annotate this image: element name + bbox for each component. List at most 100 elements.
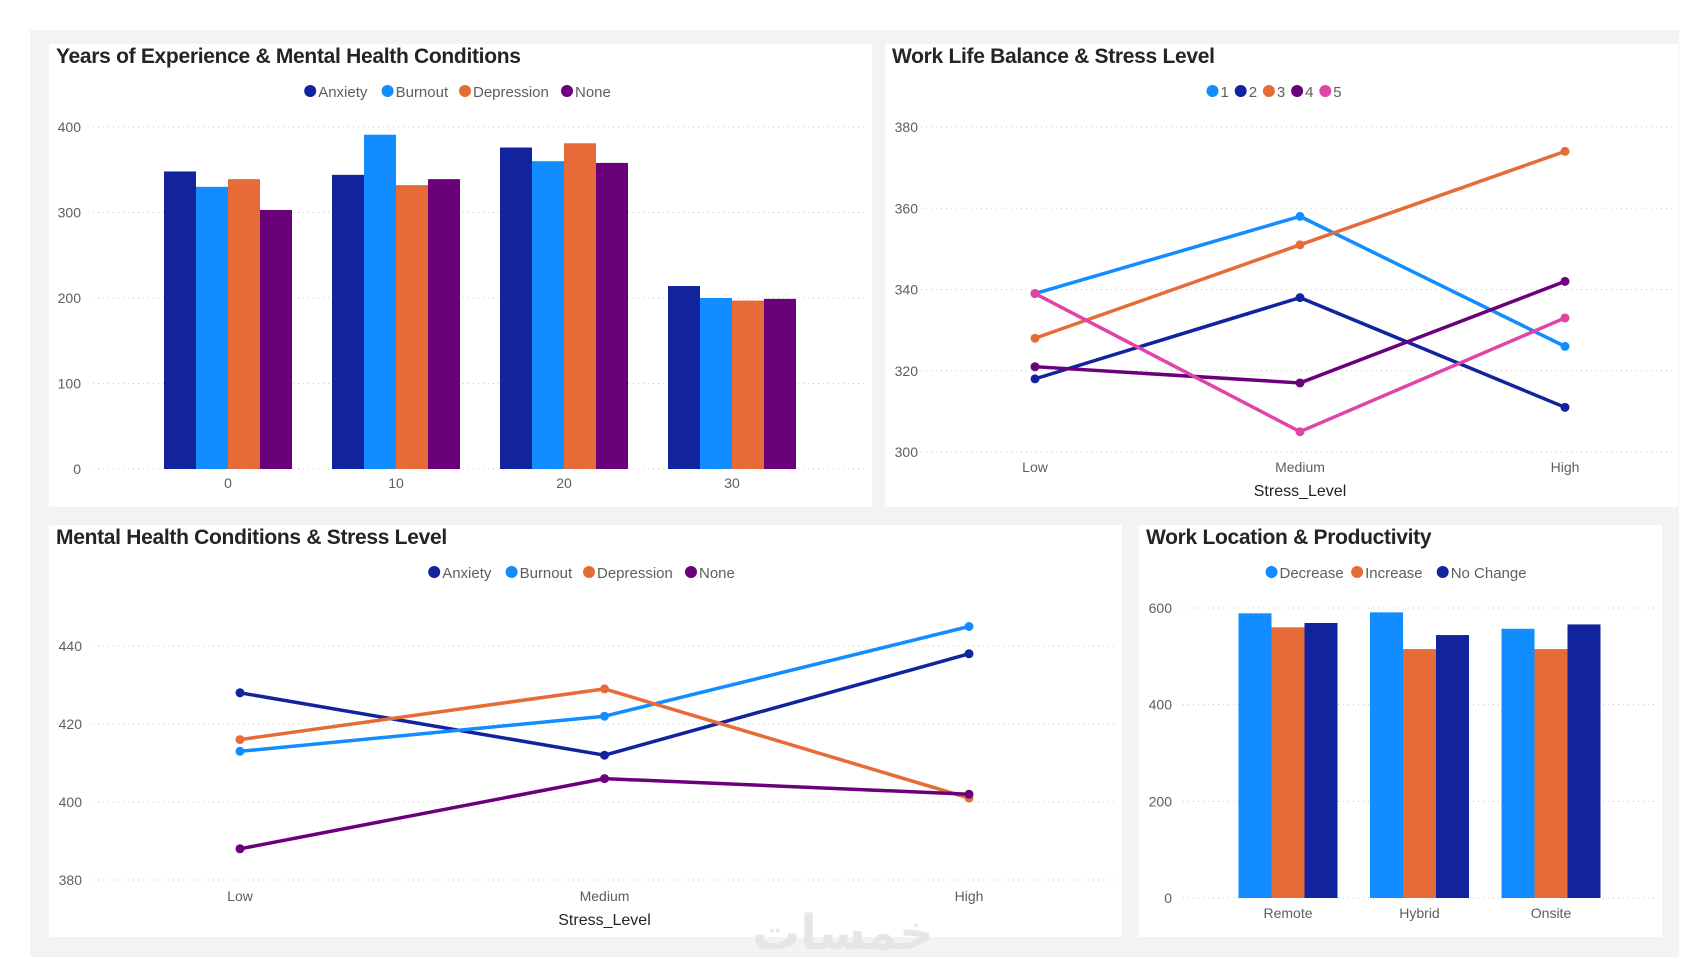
y-tick-label: 400 [58, 119, 82, 135]
bar-increase-remote [1271, 627, 1305, 898]
y-tick-label: 0 [1164, 890, 1172, 906]
y-tick-label: 380 [59, 872, 83, 888]
legend-marker-icon [1291, 85, 1304, 97]
legend-label: Anxiety [318, 84, 368, 101]
point-4-low [1030, 362, 1040, 372]
watermark-logo: خمسات [752, 905, 934, 961]
bar-depression-0 [228, 179, 260, 469]
x-tick-label: Low [1022, 459, 1049, 475]
legend-label: Decrease [1280, 565, 1344, 582]
bar-none-30 [764, 298, 796, 469]
y-tick-label: 380 [895, 119, 919, 135]
bar-increase-onsite [1534, 649, 1568, 898]
bar-decrease-onsite [1501, 628, 1535, 898]
legend-item-burnout[interactable]: Burnout [381, 84, 449, 101]
y-tick-label: 300 [895, 444, 919, 460]
point-burnout-medium [600, 711, 609, 721]
point-none-low [235, 844, 245, 854]
legend-item-anxiety[interactable]: Anxiety [304, 84, 368, 101]
chart-title: Years of Experience & Mental Health Cond… [56, 45, 521, 68]
chart-work-life-balance-stress[interactable]: Work Life Balance & Stress Level 300 320 3… [885, 44, 1678, 507]
x-tick-label: Low [227, 888, 254, 904]
point-2-low [1030, 374, 1040, 384]
legend: 1 2 3 4 5 [1206, 84, 1342, 101]
point-anxiety-low [235, 688, 245, 698]
legend-item-4[interactable]: 4 [1291, 84, 1313, 101]
chart-svg: 380 400 420 440 Low Medium High Stress_Level Anx… [59, 565, 1117, 929]
point-5-high [1560, 313, 1570, 323]
legend-item-anxiety[interactable]: Anxiety [428, 565, 492, 582]
chart-svg: 0 100 200 300 400 0 10 20 30 Anxiety Burnout Depres… [58, 84, 866, 491]
point-depression-low [235, 735, 245, 745]
legend-marker-icon [1319, 85, 1332, 97]
x-tick-label: Medium [580, 888, 630, 904]
legend-marker-icon [381, 85, 394, 97]
y-tick-label: 400 [1149, 697, 1173, 713]
legend-item-1[interactable]: 1 [1206, 84, 1229, 101]
legend-label: Burnout [520, 565, 573, 582]
bar-burnout-0 [196, 186, 228, 469]
y-tick-label: 100 [58, 376, 82, 392]
legend-item-5[interactable]: 5 [1319, 84, 1342, 101]
bar-depression-20 [564, 143, 596, 469]
legend: Anxiety Burnout Depression None [304, 84, 611, 101]
legend-marker-icon [583, 566, 595, 578]
x-tick-label: Remote [1263, 905, 1312, 921]
bar-depression-10 [396, 185, 428, 469]
legend-label: Depression [597, 565, 673, 582]
legend-label: 1 [1221, 84, 1229, 101]
y-tick-label: 360 [895, 200, 919, 216]
chart-title: Mental Health Conditions & Stress Level [56, 526, 447, 549]
point-2-medium [1295, 293, 1305, 303]
y-tick-label: 300 [58, 205, 82, 221]
legend-item-depression[interactable]: Depression [583, 565, 673, 582]
bar-decrease-remote [1238, 613, 1272, 898]
chart-work-location-productivity[interactable]: Work Location & Productivity 0 200 400 600 R… [1139, 525, 1662, 937]
legend-marker-icon [1351, 566, 1364, 578]
bar-depression-30 [732, 300, 764, 469]
y-tick-label: 420 [59, 716, 83, 732]
legend: Decrease Increase No Change [1265, 565, 1527, 582]
bar-decrease-hybrid [1370, 612, 1403, 898]
legend-marker-icon [1234, 85, 1247, 97]
line-series-5 [1034, 292, 1566, 434]
legend-label: No Change [1451, 565, 1527, 582]
point-1-medium [1295, 211, 1305, 221]
bar-anxiety-10 [332, 174, 364, 469]
bar-no-change-onsite [1567, 624, 1601, 898]
bar-no-change-remote [1304, 622, 1338, 898]
line-series-1 [1034, 214, 1566, 348]
x-axis-title: Stress_Level [1254, 483, 1347, 500]
chart-mental-health-stress[interactable]: Mental Health Conditions & Stress Level … [49, 525, 1122, 937]
x-tick-label: 20 [556, 475, 572, 491]
point-depression-medium [600, 684, 609, 694]
legend-item-none[interactable]: None [685, 565, 735, 582]
point-3-medium [1295, 240, 1305, 250]
legend-item-depression[interactable]: Depression [459, 84, 549, 101]
legend-label: Anxiety [442, 565, 492, 582]
y-tick-label: 0 [73, 461, 81, 477]
legend-label: None [699, 565, 735, 582]
legend-item-no-change[interactable]: No Change [1436, 565, 1527, 582]
legend-label: Burnout [396, 84, 449, 101]
point-3-low [1030, 333, 1040, 343]
legend-marker-icon [505, 566, 518, 578]
point-4-medium [1295, 378, 1305, 388]
legend-label: Increase [1365, 565, 1423, 582]
legend-item-increase[interactable]: Increase [1351, 565, 1423, 582]
point-burnout-high [964, 622, 974, 631]
point-anxiety-high [964, 649, 974, 659]
point-2-high [1560, 402, 1570, 412]
point-1-high [1560, 341, 1570, 351]
x-tick-label: Medium [1275, 459, 1325, 475]
legend-item-decrease[interactable]: Decrease [1265, 565, 1344, 582]
chart-experience-mental-health[interactable]: Years of Experience & Mental Health Cond… [49, 44, 872, 507]
legend-item-burnout[interactable]: Burnout [505, 565, 573, 582]
legend-item-2[interactable]: 2 [1234, 84, 1257, 101]
y-tick-label: 200 [58, 290, 82, 306]
legend-item-none[interactable]: None [561, 84, 611, 101]
legend-item-3[interactable]: 3 [1262, 84, 1285, 101]
legend-label: 3 [1277, 84, 1285, 101]
y-tick-label: 340 [895, 282, 919, 298]
legend-marker-icon [1436, 566, 1449, 578]
